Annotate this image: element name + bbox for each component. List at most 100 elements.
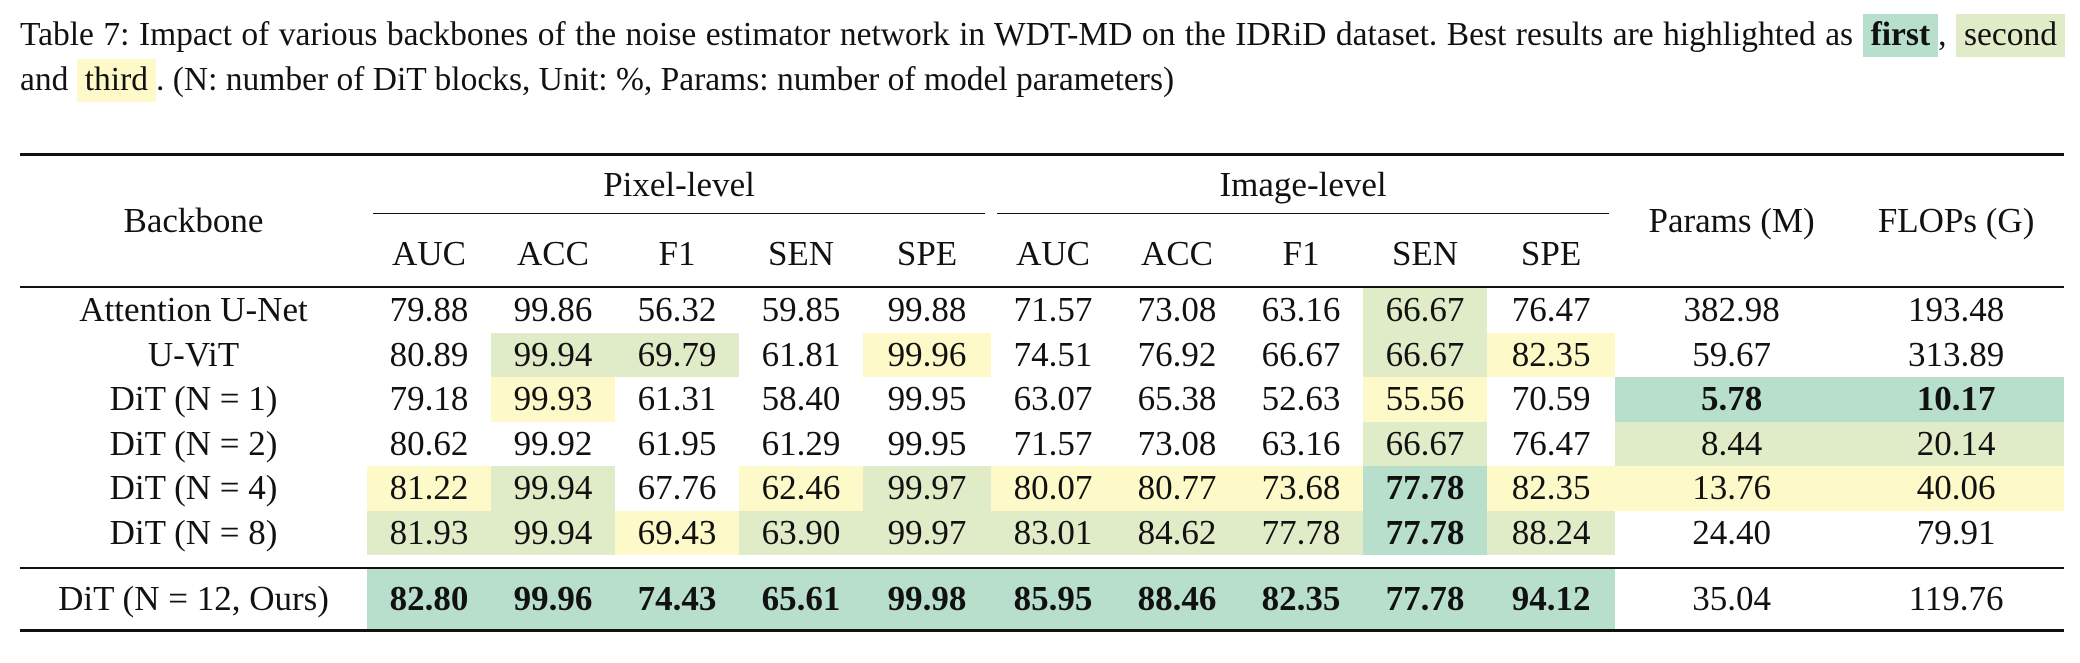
value-cell: 99.97	[863, 510, 992, 555]
header-metric-spe-image: SPE	[1520, 234, 1582, 273]
value-cell: 69.43	[615, 510, 739, 555]
header-pixel-level-text: Pixel-level	[373, 165, 986, 214]
results-table: Backbone Pixel-level Image-level Params …	[20, 153, 2065, 632]
header-flops: FLOPs (G)	[1848, 153, 2065, 287]
table-row: DiT (N = 4) 81.22 99.94 67.76 62.46 99.97 80.0…	[20, 466, 2065, 511]
value-cell: 81.93	[367, 510, 491, 555]
value-cell: 81.22	[367, 466, 491, 511]
value-cell: 99.93	[491, 377, 615, 422]
value-cell: 77.78	[1363, 567, 1488, 632]
value-cell: 67.76	[637, 468, 717, 508]
caption-and: and	[20, 61, 69, 98]
value-cell: 99.95	[887, 423, 967, 463]
header-image-level: Image-level	[991, 153, 1616, 222]
value-cell: 99.94	[491, 332, 615, 377]
backbone-cell: DiT (N = 2)	[109, 423, 278, 463]
header-metric-f1-image: F1	[1282, 234, 1320, 273]
value-cell: 77.78	[1363, 466, 1488, 511]
table-row: U-ViT 80.89 99.94 69.79 61.81 99.96 74.51 76.92…	[20, 332, 2064, 377]
header-metric-f1-pixel: F1	[658, 234, 696, 273]
value-cell: 99.95	[887, 379, 967, 419]
header-metric-acc-pixel: ACC	[517, 234, 589, 273]
value-cell: 83.01	[991, 510, 1116, 555]
backbone-cell: Attention U-Net	[20, 286, 367, 333]
header-image-level-text: Image-level	[997, 165, 1610, 214]
value-cell: 99.88	[863, 286, 992, 333]
header-metric-auc-image: AUC	[1016, 234, 1090, 273]
value-cell: 88.46	[1115, 567, 1240, 632]
header-metric-acc-image: ACC	[1141, 234, 1214, 273]
value-cell: 35.04	[1615, 567, 1849, 632]
caption-text: Impact of various backbones of the noise…	[138, 16, 1854, 53]
value-cell: 73.08	[1137, 423, 1217, 463]
value-cell: 76.47	[1511, 423, 1591, 463]
header-metric-spe-pixel: SPE	[896, 234, 958, 273]
value-cell: 55.56	[1363, 377, 1488, 422]
value-cell: 76.47	[1487, 286, 1616, 333]
value-cell: 99.97	[863, 466, 992, 511]
table-row: Attention U-Net 79.88 99.86 56.32 59.85 99.88…	[20, 286, 2065, 333]
value-cell: 94.12	[1487, 567, 1616, 632]
table-row: DiT (N = 8) 81.93 99.94 69.43 63.90 99.97 83.0…	[20, 510, 2064, 555]
table-row: DiT (N = 2) 80.62 99.92 61.95 61.29 99.95 71.5…	[20, 421, 2065, 466]
value-cell: 79.88	[367, 286, 491, 333]
value-cell: 63.07	[1013, 379, 1093, 419]
value-cell: 79.18	[389, 379, 469, 419]
backbone-cell: DiT (N = 12, Ours)	[20, 567, 367, 632]
value-cell: 80.77	[1115, 466, 1240, 511]
value-cell: 82.35	[1487, 332, 1616, 377]
value-cell: 99.94	[491, 510, 615, 555]
value-cell: 99.96	[863, 332, 992, 377]
value-cell: 82.35	[1487, 466, 1616, 511]
table-row: DiT (N = 1) 79.18 99.93 61.31 58.40 99.95 63.0…	[20, 377, 2065, 422]
value-cell: 74.51	[1013, 334, 1093, 374]
value-cell: 66.67	[1363, 421, 1488, 466]
value-cell: 59.85	[739, 286, 863, 333]
legend-third: third	[76, 59, 157, 102]
value-cell: 40.06	[1848, 466, 2065, 511]
caption-sep: ,	[1938, 16, 1947, 53]
value-cell: 58.40	[761, 379, 841, 419]
value-cell: 59.67	[1692, 334, 1771, 374]
value-cell: 73.08	[1115, 286, 1240, 333]
value-cell: 52.63	[1261, 379, 1341, 419]
value-cell: 85.95	[991, 567, 1116, 632]
value-cell: 8.44	[1615, 421, 1849, 466]
legend-first: first	[1862, 14, 1939, 57]
backbone-cell: DiT (N = 8)	[109, 512, 278, 552]
value-cell: 82.35	[1239, 567, 1364, 632]
value-cell: 13.76	[1615, 466, 1849, 511]
value-cell: 313.89	[1907, 334, 2005, 374]
backbone-cell: DiT (N = 1)	[109, 379, 278, 419]
value-cell: 65.38	[1137, 379, 1217, 419]
table-row: DiT (N = 12, Ours) 82.80 99.96 74.43 65.61 99…	[20, 567, 2065, 632]
backbone-cell: DiT (N = 4)	[109, 468, 278, 508]
results-table-container: Backbone Pixel-level Image-level Params …	[20, 153, 2065, 632]
value-cell: 63.16	[1239, 286, 1364, 333]
value-cell: 66.67	[1363, 332, 1488, 377]
value-cell: 74.43	[615, 567, 739, 632]
value-cell: 80.62	[389, 423, 469, 463]
value-cell: 77.78	[1239, 510, 1364, 555]
value-cell: 69.79	[615, 332, 739, 377]
value-cell: 119.76	[1848, 567, 2065, 632]
value-cell: 99.96	[491, 567, 615, 632]
header-metric-sen-image: SEN	[1391, 234, 1459, 273]
value-cell: 73.68	[1239, 466, 1364, 511]
value-cell: 61.95	[637, 423, 717, 463]
row-spacer	[20, 555, 2064, 568]
value-cell: 88.24	[1487, 510, 1616, 555]
value-cell: 5.78	[1615, 377, 1849, 422]
value-cell: 79.91	[1916, 512, 1996, 552]
value-cell: 71.57	[991, 286, 1116, 333]
value-cell: 66.67	[1363, 286, 1488, 333]
spacer-cell	[20, 555, 2064, 568]
value-cell: 80.07	[991, 466, 1116, 511]
value-cell: 61.31	[637, 379, 717, 419]
caption-label: Table 7:	[20, 16, 130, 53]
backbone-cell: U-ViT	[147, 334, 240, 374]
value-cell: 63.90	[739, 510, 863, 555]
value-cell: 80.89	[389, 334, 469, 374]
value-cell: 71.57	[1013, 423, 1093, 463]
value-cell: 56.32	[615, 286, 739, 333]
